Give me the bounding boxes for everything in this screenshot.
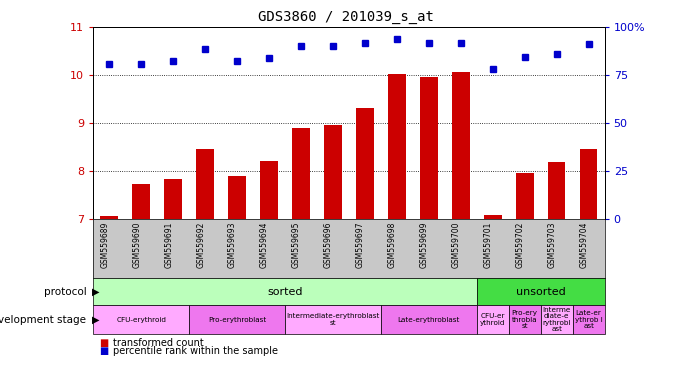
Text: GSM559696: GSM559696: [324, 222, 333, 268]
Bar: [509, 305, 540, 334]
Text: GSM559699: GSM559699: [420, 222, 429, 268]
Bar: [189, 305, 285, 334]
Bar: [93, 278, 477, 305]
Bar: [285, 305, 381, 334]
Text: GSM559700: GSM559700: [452, 222, 461, 268]
Text: Intermediate-erythroblast
st: Intermediate-erythroblast st: [286, 313, 379, 326]
Bar: [477, 305, 509, 334]
Text: GSM559691: GSM559691: [164, 222, 173, 268]
Text: ■: ■: [100, 338, 113, 348]
Bar: [292, 127, 310, 219]
Text: GSM559689: GSM559689: [100, 222, 109, 268]
Text: Interme
diate-e
rythrobl
ast: Interme diate-e rythrobl ast: [542, 307, 571, 333]
Text: Pro-ery
throbla
st: Pro-ery throbla st: [512, 310, 538, 329]
Text: CFU-erythroid: CFU-erythroid: [116, 317, 167, 323]
Bar: [540, 305, 573, 334]
Text: Late-er
ythrob l
ast: Late-er ythrob l ast: [575, 310, 603, 329]
Bar: [100, 217, 118, 219]
Text: protocol: protocol: [44, 287, 86, 297]
Text: GSM559702: GSM559702: [515, 222, 524, 268]
Text: GSM559701: GSM559701: [484, 222, 493, 268]
Bar: [452, 73, 470, 219]
Bar: [580, 149, 598, 219]
Text: GSM559694: GSM559694: [260, 222, 269, 268]
Bar: [548, 162, 565, 219]
Bar: [516, 173, 533, 219]
Text: GSM559690: GSM559690: [132, 222, 141, 268]
Bar: [228, 176, 246, 219]
Bar: [261, 161, 278, 219]
Text: GSM559693: GSM559693: [228, 222, 237, 268]
Bar: [133, 184, 150, 219]
Text: unsorted: unsorted: [516, 287, 565, 297]
Bar: [477, 278, 605, 305]
Text: Pro-erythroblast: Pro-erythroblast: [208, 317, 266, 323]
Text: development stage: development stage: [0, 314, 86, 325]
Text: ▶: ▶: [92, 287, 100, 297]
Bar: [164, 179, 182, 219]
Bar: [381, 305, 477, 334]
Text: sorted: sorted: [267, 287, 303, 297]
Text: Late-erythroblast: Late-erythroblast: [397, 317, 460, 323]
Bar: [573, 305, 605, 334]
Text: GDS3860 / 201039_s_at: GDS3860 / 201039_s_at: [258, 10, 433, 23]
Text: percentile rank within the sample: percentile rank within the sample: [113, 346, 278, 356]
Bar: [196, 149, 214, 219]
Text: GSM559704: GSM559704: [580, 222, 589, 268]
Bar: [93, 305, 189, 334]
Bar: [356, 108, 374, 219]
Text: ▶: ▶: [92, 314, 100, 325]
Bar: [484, 215, 502, 219]
Text: GSM559695: GSM559695: [292, 222, 301, 268]
Bar: [324, 125, 342, 219]
Text: GSM559697: GSM559697: [356, 222, 365, 268]
Text: transformed count: transformed count: [113, 338, 203, 348]
Bar: [420, 77, 437, 219]
Text: GSM559698: GSM559698: [388, 222, 397, 268]
Text: GSM559692: GSM559692: [196, 222, 205, 268]
Text: GSM559703: GSM559703: [548, 222, 557, 268]
Text: ■: ■: [100, 346, 113, 356]
Bar: [388, 74, 406, 219]
Text: CFU-er
ythroid: CFU-er ythroid: [480, 313, 506, 326]
